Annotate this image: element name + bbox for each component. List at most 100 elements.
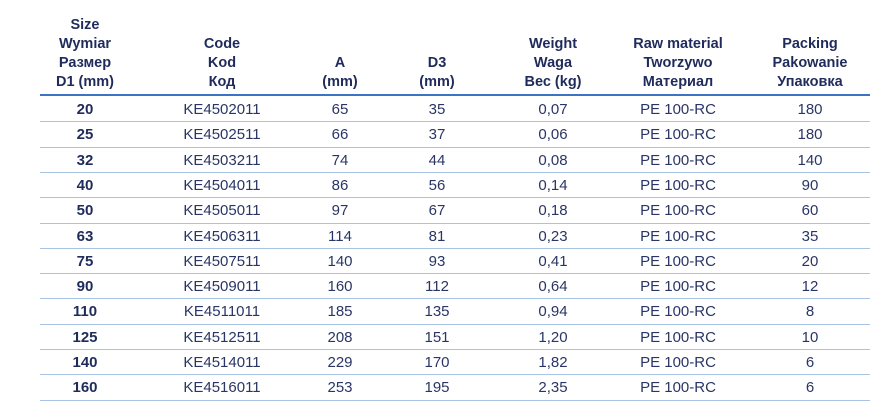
table-cell: 97 [331,202,349,220]
row-rule [40,121,870,123]
table-cell: 37 [428,126,446,144]
table-cell: 93 [428,252,446,270]
header-line: (mm) [322,74,358,90]
header-line: D3 [427,55,447,71]
table-cell: 74 [331,151,349,169]
table-cell: PE 100-RC [640,354,716,371]
table-cell: PE 100-RC [640,303,716,321]
table-cell: PE 100-RC [640,278,716,296]
row-rule [40,197,870,199]
table-cell: 151 [424,328,450,346]
header-line: A [334,55,346,71]
table-cell: 0,07 [538,101,568,118]
table-cell: KE4505011 [183,202,261,220]
table-cell: 0,64 [538,278,568,296]
table-cell: KE4507511 [183,252,261,270]
table-cell: 63 [76,227,94,245]
table-cell: KE4509011 [183,278,261,296]
table-cell: PE 100-RC [640,176,716,194]
row-rule [40,273,870,275]
table-cell: 50 [76,202,94,220]
table-cell: 0,41 [538,252,568,270]
header-line: Size [70,17,100,33]
table-cell: 35 [801,227,819,245]
table-cell: KE4512511 [183,328,261,346]
row-rule [40,399,870,401]
table-cell: 75 [76,252,94,270]
table-cell: 160 [327,278,353,296]
table-cell: PE 100-RC [640,379,716,397]
table-cell: 114 [328,227,352,245]
table-cell: 66 [331,126,349,144]
table-cell: 110 [72,303,98,321]
table-cell: 56 [428,176,446,194]
table-cell: 208 [327,328,353,346]
table-cell: 170 [424,354,450,371]
header-line: Вес (kg) [524,74,582,90]
table-cell: 60 [801,202,819,220]
table-cell: 0,06 [538,126,568,144]
header-rule [40,94,870,96]
row-rule [40,222,870,224]
table-cell: 135 [424,303,450,321]
table-cell: KE4514011 [183,354,261,371]
header-line: Packing [782,36,838,52]
table-cell: 180 [797,101,823,118]
table-cell: 125 [72,328,98,346]
row-rule [40,349,870,350]
header-line: D1 (mm) [55,74,114,90]
table-cell: KE4516011 [183,379,261,397]
table-cell: KE4502011 [183,101,261,118]
table-cell: 1,20 [538,328,568,346]
table-cell: PE 100-RC [640,151,716,169]
table-cell: 229 [327,354,353,371]
header-cell: D3 (mm) [367,54,507,92]
header-cell: Raw material Tworzywo Материал [608,35,748,92]
header-line: Raw material [633,36,723,52]
table-cell: KE4503211 [183,151,261,169]
table-cell: 10 [801,328,819,346]
header-line: Упаковка [777,74,843,90]
table-cell: PE 100-RC [640,101,716,118]
table-cell: 25 [76,126,94,144]
table-cell: 0,23 [538,227,568,245]
header-line: Материал [642,74,714,90]
table-cell: 195 [424,379,450,397]
table-cell: PE 100-RC [640,227,716,245]
header-line: Размер [58,55,112,71]
header-line: Kod [207,55,237,71]
table-cell: 180 [797,126,823,144]
table-cell: PE 100-RC [640,202,716,220]
header-cell: Weight Waga Вес (kg) [483,35,623,92]
table-cell: PE 100-RC [640,328,716,346]
table-cell: 8 [805,303,815,321]
header-line: Код [208,74,236,90]
table-cell: 253 [327,379,353,397]
table-cell: 90 [76,278,94,296]
table-cell: 44 [428,151,446,169]
header-cell: Size Wymiar Размер D1 (mm) [15,16,155,92]
table-cell: 185 [327,303,353,321]
table-cell: 0,18 [538,202,568,220]
table-cell: 6 [805,354,815,371]
table-cell: 20 [76,101,94,118]
table-cell: 86 [331,176,349,194]
table-cell: 0,08 [538,151,568,169]
table-cell: PE 100-RC [640,252,716,270]
table-cell: 0,14 [538,176,568,194]
row-rule [40,171,870,173]
table-cell: KE4502511 [183,126,261,144]
table-cell: 90 [801,176,819,194]
table-cell: 81 [428,227,446,245]
row-rule [40,146,870,148]
table-cell: 140 [327,252,353,270]
table-cell: PE 100-RC [640,126,716,144]
header-line: Pakowanie [772,55,848,71]
row-rule [40,298,870,300]
table-cell: 65 [331,101,349,118]
header-line: Wymiar [58,36,112,52]
header-line: (mm) [419,74,455,90]
table-cell: 67 [428,202,446,220]
table-cell: 35 [428,101,446,118]
